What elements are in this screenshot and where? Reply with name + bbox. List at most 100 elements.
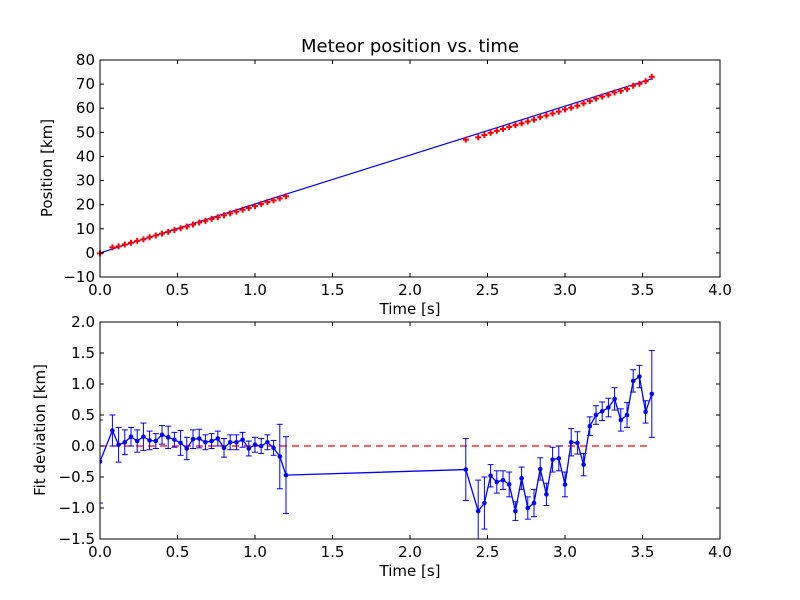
deviation-point <box>190 436 196 442</box>
deviation-plot-y-tick-label: −1.0 <box>59 499 95 517</box>
deviation-plot-x-tick-label: 3.5 <box>631 543 655 561</box>
position-point <box>586 97 593 104</box>
deviation-point <box>110 428 115 433</box>
deviation-point <box>246 446 252 451</box>
position-plot-x-tick-label: 2.0 <box>398 281 422 299</box>
deviation-plot-x-tick-label: 4.0 <box>708 543 732 561</box>
deviation-plot-x-ticks: 0.0 0.5 1.0 1.5 2.0 2.5 3.0 3.5 4.0 <box>88 322 732 561</box>
deviation-plot-x-tick-label: 2.5 <box>476 543 500 561</box>
position-point <box>648 73 655 80</box>
position-point <box>630 82 637 89</box>
position-point <box>506 124 513 131</box>
position-point <box>134 237 141 244</box>
position-point <box>462 136 469 143</box>
position-point <box>518 120 525 127</box>
position-plot-y-tick-label: 50 <box>76 123 95 141</box>
position-point <box>593 95 599 102</box>
position-plot-y-tick-label: 60 <box>76 99 95 117</box>
deviation-point <box>494 479 500 485</box>
position-plot-y-tick-label: 20 <box>76 196 95 214</box>
position-plot-x-tick-label: 4.0 <box>708 281 732 299</box>
deviation-plot-x-tick-label: 3.0 <box>553 543 577 561</box>
deviation-point <box>128 434 134 440</box>
deviation-point <box>463 467 469 472</box>
position-point <box>283 193 289 200</box>
position-point <box>599 93 606 100</box>
position-plot-y-tick-label: 0 <box>85 244 95 262</box>
position-point <box>543 112 550 119</box>
deviation-plot-y-ticks: −1.5 −1.0 −0.5 0.0 0.5 1.0 1.5 2.0 <box>59 313 720 548</box>
deviation-series-group <box>100 350 655 539</box>
position-point <box>196 219 203 226</box>
position-point <box>128 239 134 246</box>
position-plot-x-ticks: 0.0 0.5 1.0 1.5 2.0 2.5 3.0 3.5 4.0 <box>88 60 732 299</box>
deviation-point <box>265 439 270 445</box>
position-point <box>568 104 575 111</box>
position-plot-y-tick-label: 30 <box>76 172 95 190</box>
position-plot-x-tick-label: 0.5 <box>166 281 190 299</box>
deviation-point <box>134 438 140 444</box>
position-point <box>537 114 544 121</box>
deviation-point <box>227 439 233 445</box>
deviation-point <box>159 432 165 438</box>
deviation-point <box>612 396 617 402</box>
position-point <box>214 214 221 221</box>
deviation-point <box>513 508 518 514</box>
position-point <box>202 217 209 224</box>
deviation-point <box>525 505 531 511</box>
deviation-point <box>562 482 568 487</box>
position-point <box>642 78 649 85</box>
deviation-point <box>643 409 648 415</box>
position-plot-title: Meteor position vs. time <box>301 36 519 57</box>
deviation-point <box>252 442 258 448</box>
position-point <box>574 102 581 109</box>
deviation-point <box>215 436 221 441</box>
position-point <box>636 80 643 87</box>
position-plot: Meteor position vs. time 0.0 0.5 1.0 1.5 2.0… <box>38 36 732 318</box>
position-plot-frame <box>99 59 721 278</box>
position-point <box>605 91 612 98</box>
position-point <box>487 129 494 136</box>
position-point <box>500 125 506 132</box>
deviation-point <box>203 439 208 445</box>
position-plot-series <box>97 73 655 257</box>
deviation-line <box>100 375 653 513</box>
deviation-point <box>234 439 239 445</box>
position-plot-y-tick-label: 80 <box>76 51 95 69</box>
position-point <box>152 232 159 239</box>
position-point <box>233 208 240 215</box>
deviation-plot-series <box>100 350 655 539</box>
deviation-point <box>637 374 642 379</box>
deviation-point <box>172 437 177 443</box>
position-point <box>264 199 271 206</box>
deviation-plot-x-tick-label: 1.5 <box>321 543 345 561</box>
position-point <box>555 108 562 115</box>
position-point <box>481 131 488 138</box>
position-point <box>177 225 184 232</box>
position-plot-x-axis-label: Time [s] <box>379 300 441 318</box>
deviation-point <box>116 442 121 448</box>
deviation-plot-y-tick-label: 1.5 <box>71 344 95 362</box>
deviation-point <box>482 500 487 506</box>
position-point <box>171 226 178 233</box>
deviation-plot-y-tick-label: 0.0 <box>71 437 95 455</box>
deviation-plot-x-tick-label: 2.0 <box>398 543 422 561</box>
deviation-point <box>271 445 276 451</box>
deviation-point <box>153 438 159 444</box>
position-plot-y-tick-label: 10 <box>76 220 95 238</box>
deviation-point <box>488 473 493 479</box>
position-point <box>245 205 252 212</box>
deviation-point <box>606 405 611 410</box>
position-point <box>512 122 519 129</box>
deviation-point <box>624 412 630 418</box>
deviation-point <box>165 435 171 440</box>
position-point <box>624 85 630 92</box>
deviation-point <box>184 446 190 451</box>
position-plot-x-tick-label: 1.0 <box>243 281 267 299</box>
position-point <box>617 87 624 94</box>
position-fit-line <box>99 78 652 254</box>
position-plot-y-tick-label: −10 <box>63 268 95 286</box>
deviation-plot-y-tick-label: −1.5 <box>59 530 95 548</box>
deviation-point <box>141 434 146 440</box>
deviation-plot-x-tick-label: 0.0 <box>88 543 112 561</box>
